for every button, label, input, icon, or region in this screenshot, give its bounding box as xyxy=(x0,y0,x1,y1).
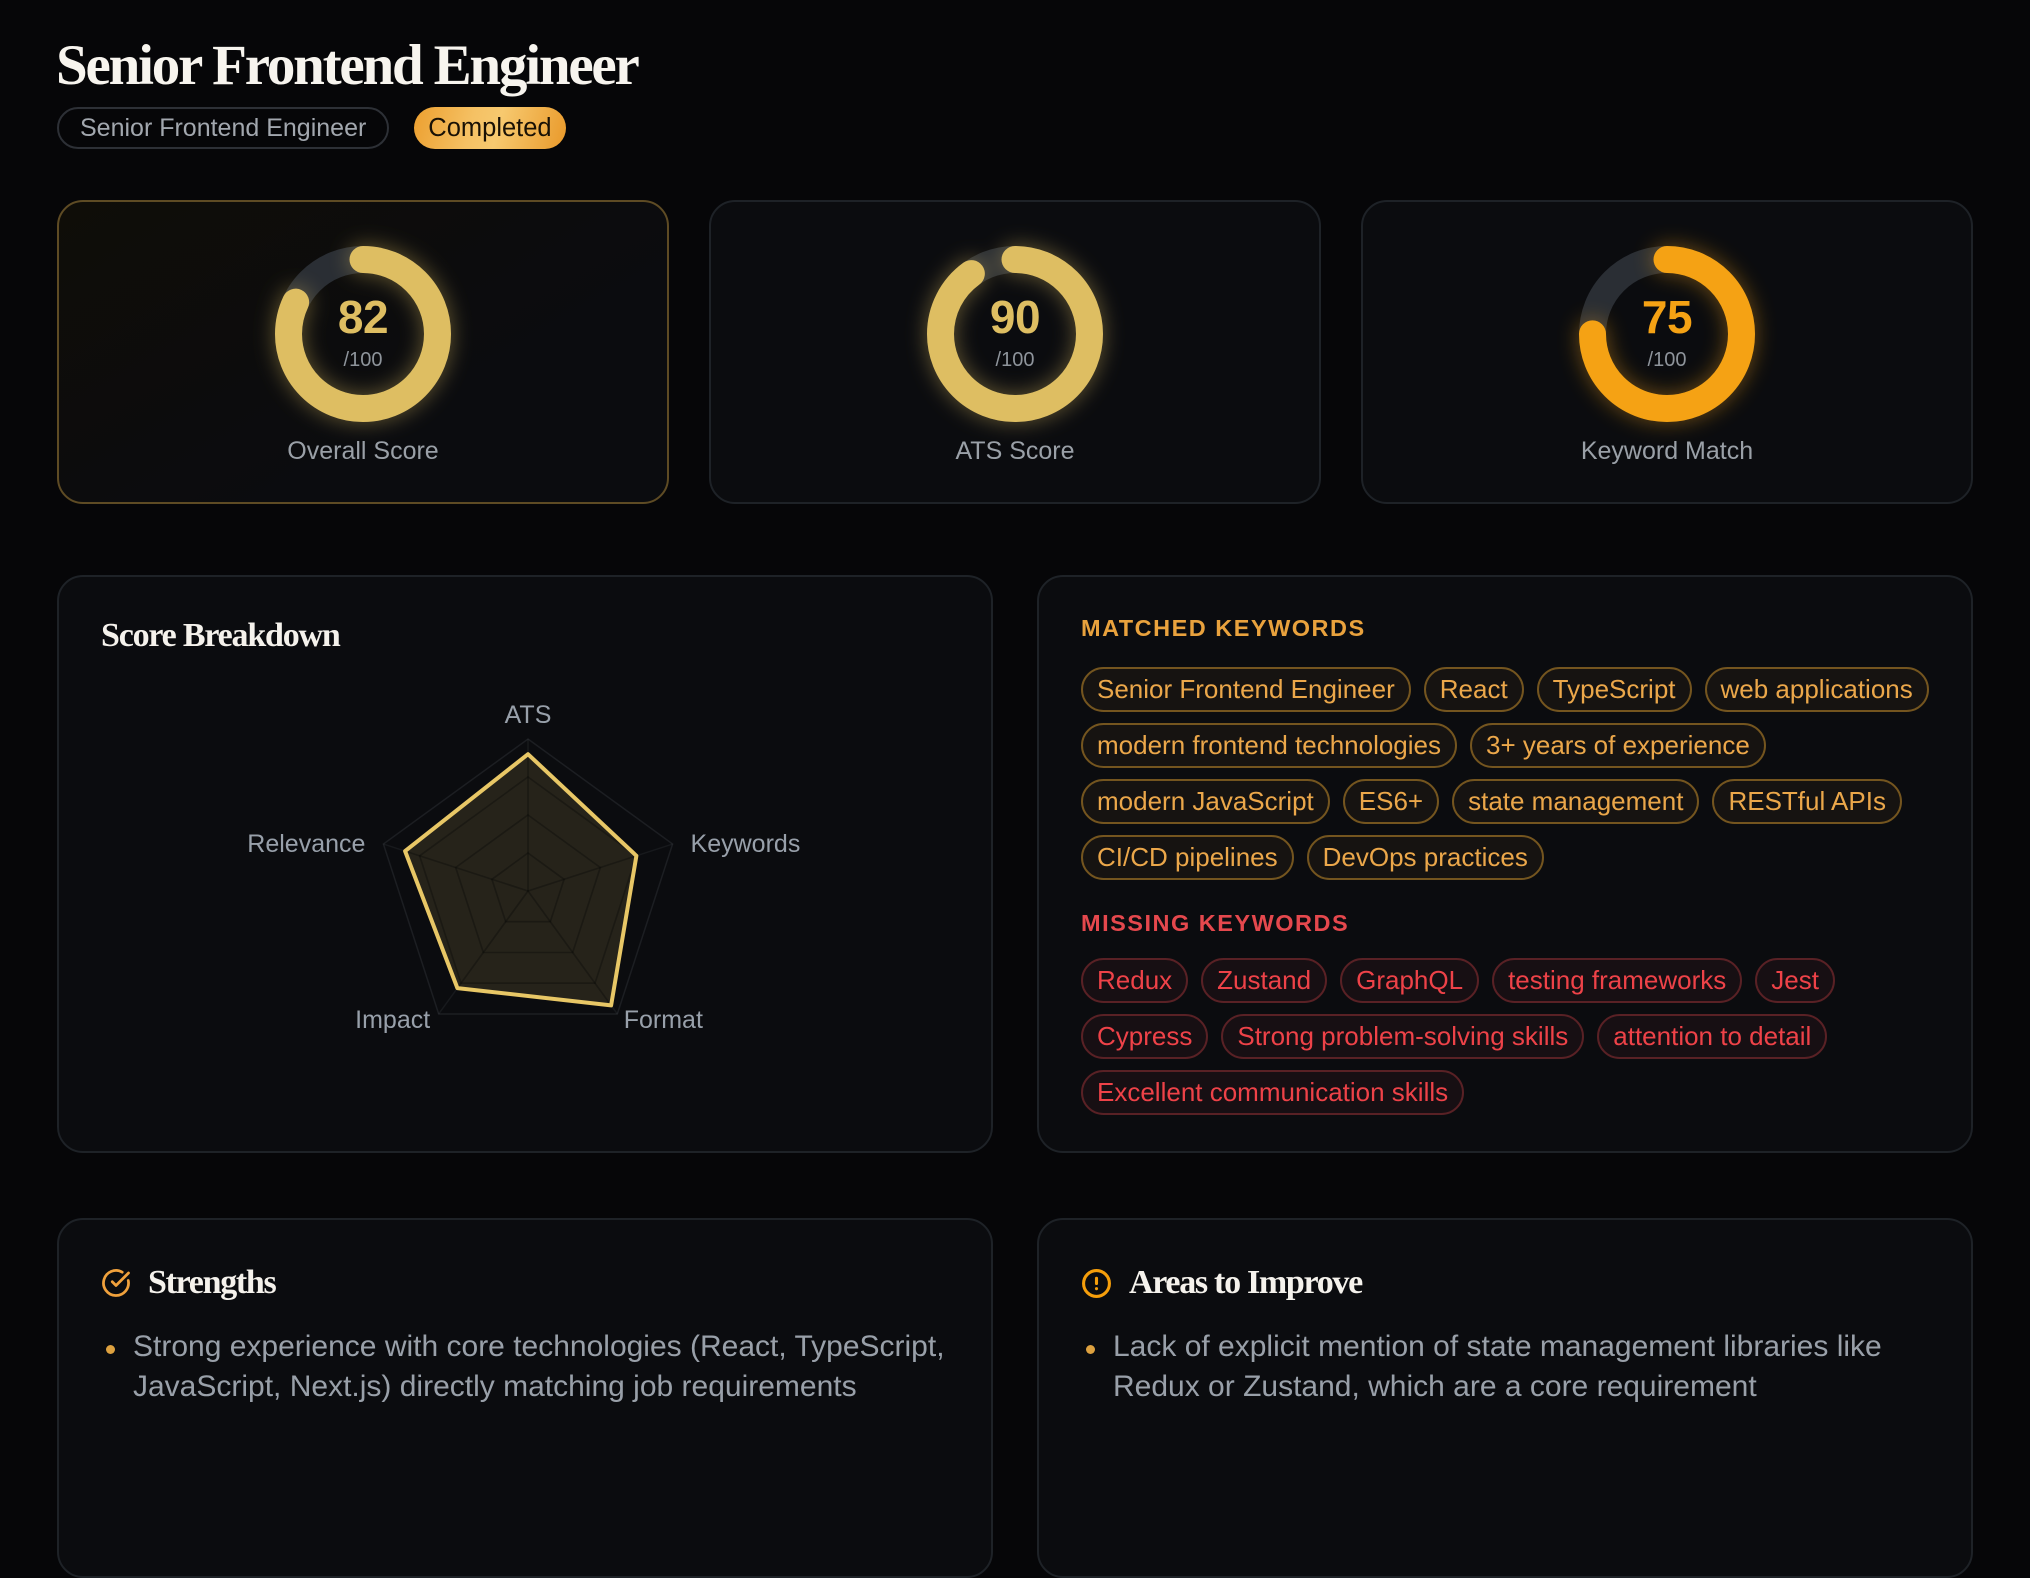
svg-text:Keywords: Keywords xyxy=(691,830,801,858)
svg-text:Format: Format xyxy=(624,1006,703,1034)
svg-text:Relevance: Relevance xyxy=(247,830,365,858)
svg-text:ATS: ATS xyxy=(505,701,552,729)
svg-text:Impact: Impact xyxy=(355,1006,430,1034)
